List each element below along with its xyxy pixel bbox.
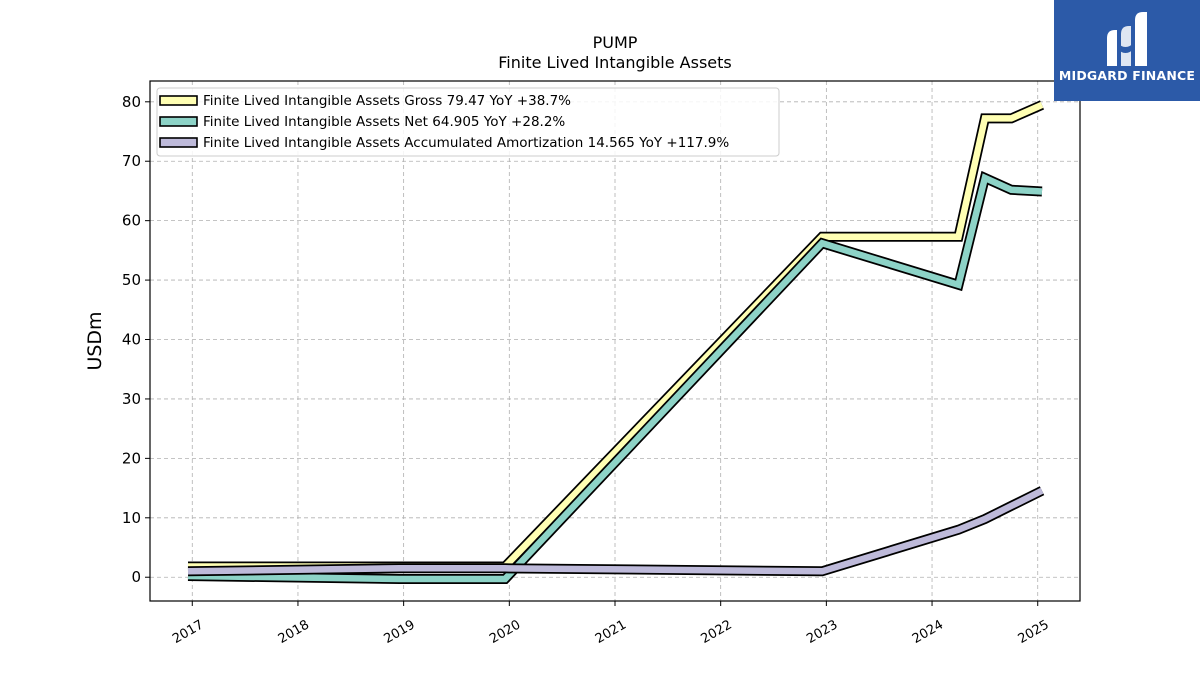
legend-swatch [159,95,198,106]
series-line-2 [187,170,1043,584]
y-tick-label: 30 [122,390,141,408]
y-tick-label: 50 [122,271,141,289]
y-axis-label: USDm [84,311,106,370]
y-tick-label: 60 [122,212,141,230]
legend-item: Finite Lived Intangible Assets Net 64.90… [159,114,565,130]
x-tick-label: 2020 [487,617,523,647]
legend-swatch [159,116,198,127]
logo-text: MIDGARD FINANCE [1058,68,1196,83]
legend: Finite Lived Intangible Assets Gross 79.… [156,87,780,157]
logo-mark-icon [1107,12,1147,66]
legend-item: Finite Lived Intangible Assets Accumulat… [159,135,729,151]
legend-box [156,87,780,157]
legend-label: Finite Lived Intangible Assets Net 64.90… [203,114,565,130]
legend-swatch [159,137,198,148]
x-tick-label: 2021 [593,617,629,647]
x-tick-label: 2023 [804,617,840,647]
grid [150,81,1080,601]
x-tick-label: 2017 [170,617,206,647]
x-tick-label: 2022 [699,617,735,647]
y-tick-label: 40 [122,331,141,349]
y-tick-label: 70 [122,152,141,170]
x-tick-label: 2019 [381,617,417,647]
chart-title: PUMP [593,33,638,52]
chart-subtitle: Finite Lived Intangible Assets [498,53,731,72]
series-layer [187,100,1045,584]
legend-item: Finite Lived Intangible Assets Gross 79.… [159,93,571,109]
series-line-fill [187,173,1043,583]
series-line-3 [187,486,1045,577]
series-line-fill [187,487,1044,575]
legend-label: Finite Lived Intangible Assets Gross 79.… [203,93,571,109]
brand-logo: MIDGARD FINANCE [1054,0,1200,101]
y-tick-label: 80 [122,93,141,111]
x-tick-label: 2025 [1016,617,1052,647]
legend-label: Finite Lived Intangible Assets Accumulat… [203,135,729,151]
x-tick-label: 2024 [910,617,946,647]
y-tick-label: 20 [122,449,141,467]
y-tick-label: 10 [122,509,141,527]
y-tick-label: 0 [131,568,141,586]
x-tick-label: 2018 [276,617,312,647]
